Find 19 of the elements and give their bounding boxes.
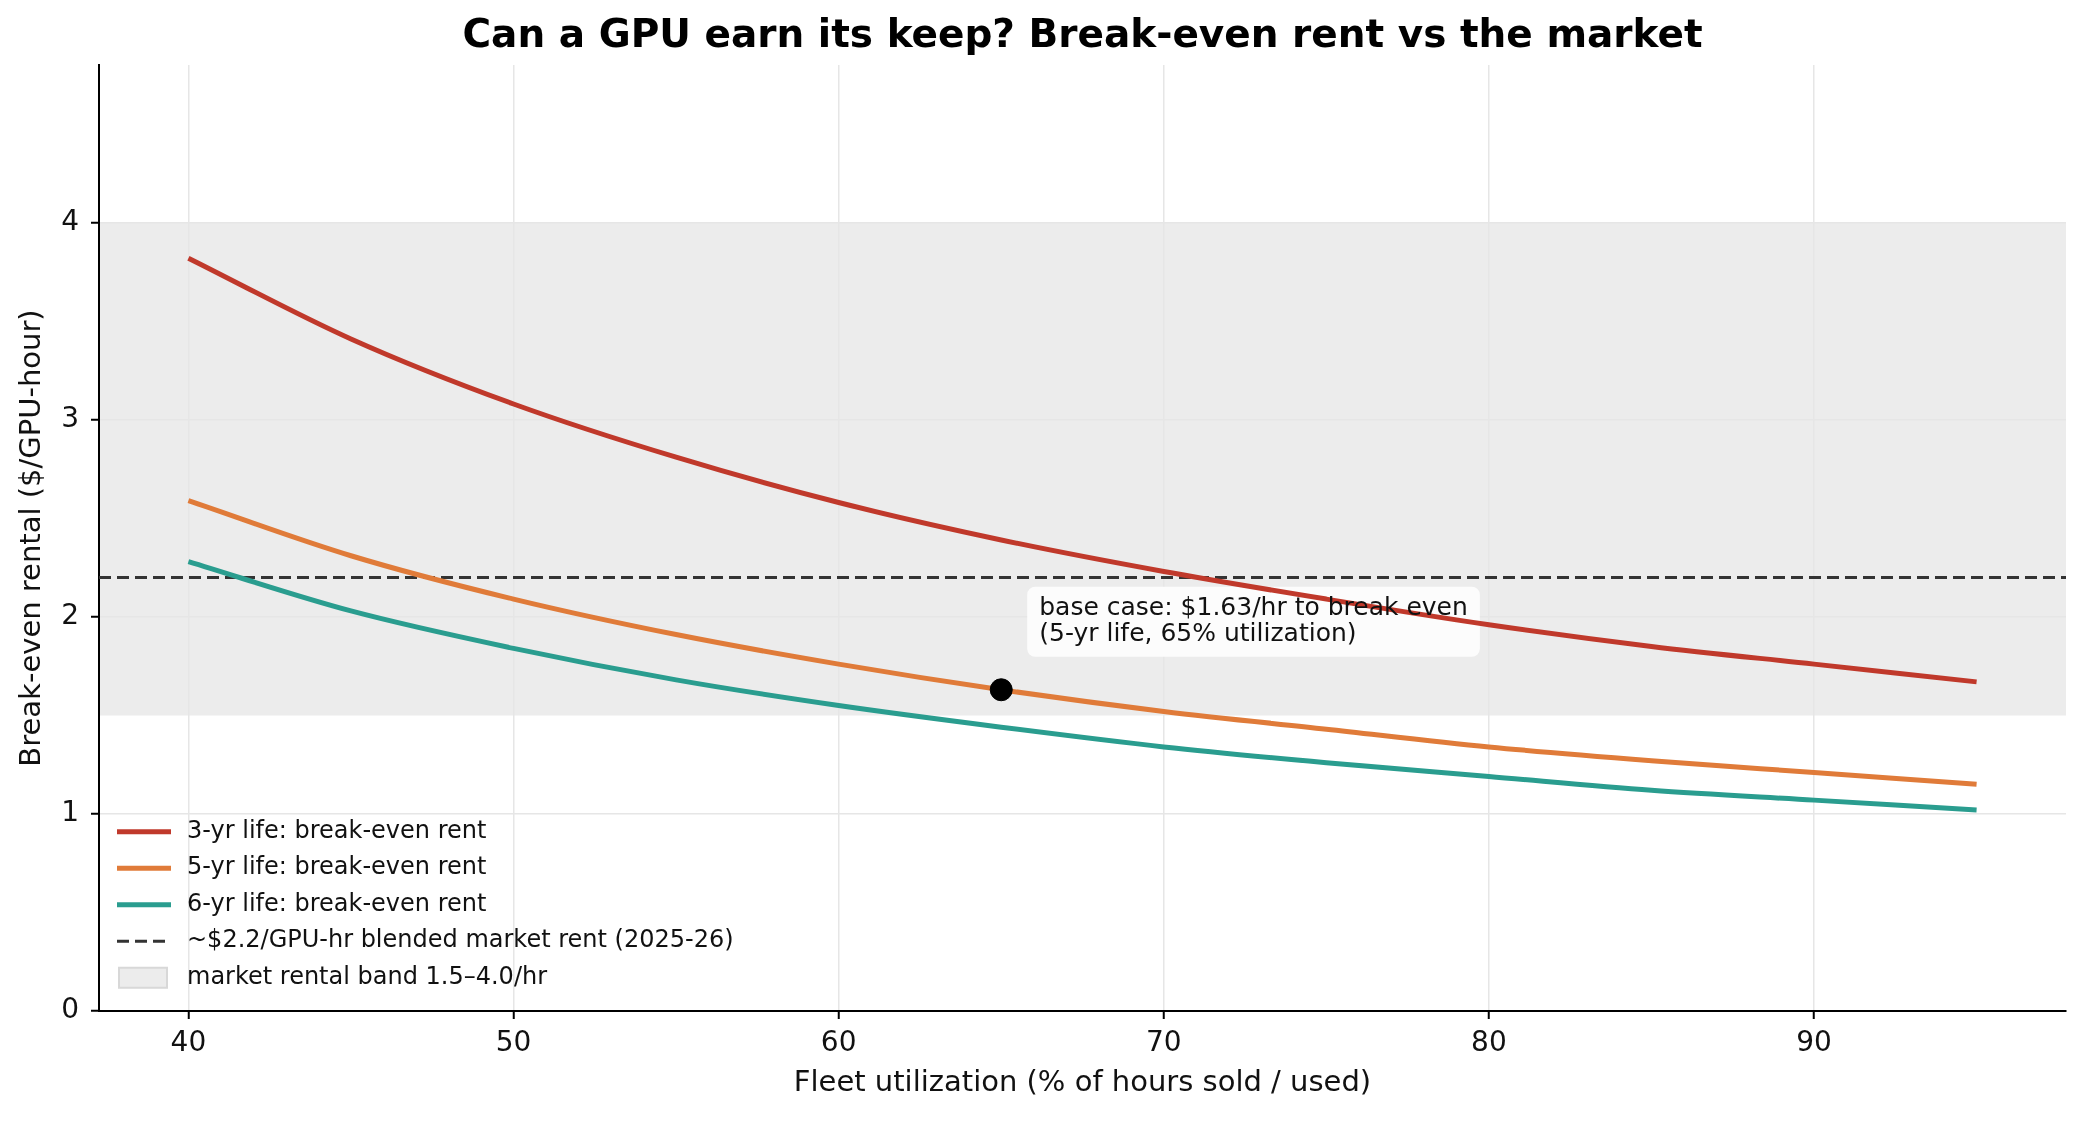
y-axis-title: Break-even rental ($/GPU-hour) <box>12 309 47 767</box>
legend-label: market rental band 1.5–4.0/hr <box>187 961 548 990</box>
x-tick-label: 70 <box>1145 1025 1182 1059</box>
y-tick-label: 0 <box>61 992 79 1026</box>
x-tick-label: 60 <box>820 1025 857 1059</box>
y-tick-label: 4 <box>61 203 79 237</box>
x-tick-label: 80 <box>1471 1025 1507 1059</box>
x-tick-label: 40 <box>170 1025 207 1059</box>
x-axis-title: Fleet utilization (% of hours sold / used) <box>793 1064 1372 1099</box>
x-tick-label: 90 <box>1796 1025 1832 1059</box>
legend-label: 6-yr life: break-even rent <box>187 888 487 917</box>
legend-label: ~$2.2/GPU-hr blended market rent (2025-26) <box>187 925 734 954</box>
y-tick-label: 2 <box>61 598 79 632</box>
legend-label: 5-yr life: break-even rent <box>187 852 487 881</box>
chart-title: Can a GPU earn its keep? Break-even rent vs the market <box>462 11 1703 57</box>
y-tick-label: 3 <box>61 401 79 435</box>
x-tick-label: 50 <box>495 1025 532 1059</box>
y-tick-label: 1 <box>61 795 79 829</box>
legend-label: 3-yr life: break-even rent <box>187 815 487 844</box>
